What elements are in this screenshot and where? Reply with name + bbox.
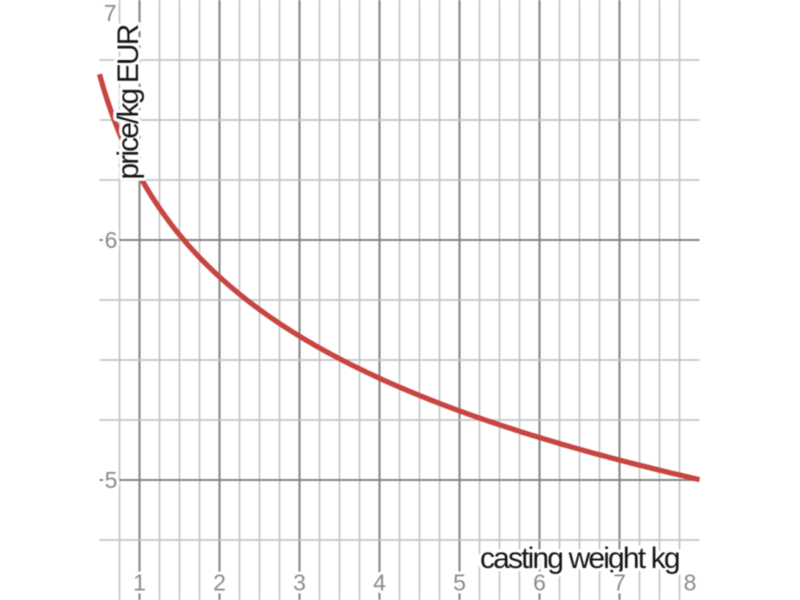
svg-text:1: 1 xyxy=(133,570,146,596)
svg-text:6: 6 xyxy=(533,570,546,596)
svg-text:5: 5 xyxy=(453,570,466,596)
svg-text:3: 3 xyxy=(293,570,306,596)
svg-text:6: 6 xyxy=(105,227,118,253)
svg-text:5: 5 xyxy=(105,467,118,493)
svg-text:8: 8 xyxy=(684,570,697,596)
svg-text:4: 4 xyxy=(373,570,386,596)
svg-text:2: 2 xyxy=(213,570,226,596)
svg-text:casting weight kg: casting weight kg xyxy=(480,542,679,575)
svg-text:price/kg EUR: price/kg EUR xyxy=(112,24,145,179)
svg-text:7: 7 xyxy=(104,0,117,26)
svg-text:7: 7 xyxy=(613,570,626,596)
